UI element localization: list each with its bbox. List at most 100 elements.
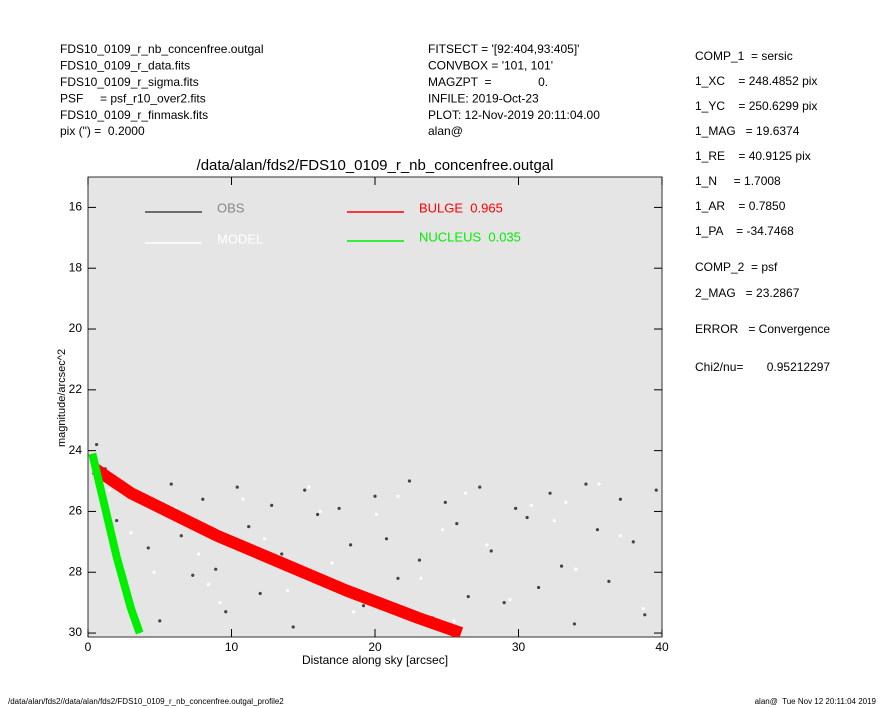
data-point xyxy=(152,570,156,574)
fit-parameter: 2_MAG = 23.2867 xyxy=(695,286,800,300)
data-point xyxy=(463,491,468,495)
fit-parameter: 1_XC = 248.4852 pix xyxy=(695,74,817,88)
data-point xyxy=(574,567,578,571)
data-point xyxy=(318,509,323,514)
data-point xyxy=(508,598,512,602)
data-point xyxy=(607,579,611,583)
x-tick-label: 40 xyxy=(655,640,669,654)
data-point xyxy=(214,567,218,571)
data-point xyxy=(572,622,577,626)
data-point xyxy=(373,494,377,498)
data-point xyxy=(641,607,645,611)
data-point xyxy=(396,494,400,498)
data-point xyxy=(247,525,251,529)
data-point xyxy=(303,488,307,492)
data-point xyxy=(595,528,600,532)
fit-parameter: COMP_2 = psf xyxy=(695,260,778,274)
header-line: pix (") = 0.2000 xyxy=(60,124,145,138)
data-point xyxy=(552,518,556,523)
data-point xyxy=(349,543,353,547)
header-line: alan@ xyxy=(428,124,463,138)
data-point xyxy=(502,601,506,605)
x-tick-label: 0 xyxy=(85,640,92,654)
y-tick-label: 16 xyxy=(69,200,83,214)
legend-label: NUCLEUS 0.035 xyxy=(419,229,521,244)
fit-parameter: Chi2/nu= 0.95212297 xyxy=(695,360,830,374)
y-tick-label: 30 xyxy=(69,625,83,639)
data-point xyxy=(548,491,552,495)
data-point xyxy=(525,515,529,520)
header-line: FITSECT = '[92:404,93:405]' xyxy=(428,42,579,56)
data-point xyxy=(115,518,119,523)
y-tick-label: 26 xyxy=(69,504,83,518)
fit-parameter: 1_PA = -34.7468 xyxy=(695,224,794,238)
data-point xyxy=(455,521,459,526)
data-point xyxy=(407,479,412,483)
fit-parameter: 1_MAG = 19.6374 xyxy=(695,124,800,138)
data-point xyxy=(270,503,274,507)
data-point xyxy=(564,500,568,504)
data-point xyxy=(196,552,201,556)
header-line: PLOT: 12-Nov-2019 20:11:04.00 xyxy=(428,108,600,122)
data-point xyxy=(224,610,228,614)
header-line: FDS10_0109_r_data.fits xyxy=(60,59,190,73)
legend-label: OBS xyxy=(217,200,245,215)
data-point xyxy=(201,497,205,501)
legend-label: MODEL xyxy=(217,231,263,246)
fit-parameter: 1_N = 1.7008 xyxy=(695,174,781,188)
data-point xyxy=(440,528,445,532)
x-tick-label: 30 xyxy=(512,640,526,654)
data-point xyxy=(218,601,222,605)
data-point xyxy=(584,482,588,486)
header-line: INFILE: 2019-Oct-23 xyxy=(428,91,539,105)
data-point xyxy=(129,531,133,535)
data-point xyxy=(443,500,447,504)
plot-area xyxy=(87,176,663,638)
data-point xyxy=(330,561,334,565)
plot-marks xyxy=(88,442,658,637)
footer-right: alan@ Tue Nov 12 20:11:04 2019 xyxy=(755,697,877,706)
data-point xyxy=(654,488,658,492)
profile-band xyxy=(88,452,144,635)
fit-parameter: 1_YC = 250.6299 pix xyxy=(695,99,817,113)
header-line: MAGZPT = 0. xyxy=(428,75,548,89)
chart-title: /data/alan/fds2/FDS10_0109_r_nb_concenfr… xyxy=(197,157,554,174)
data-point xyxy=(419,576,423,580)
data-point xyxy=(285,588,290,593)
data-point xyxy=(529,503,534,507)
data-point xyxy=(280,552,284,556)
footer-left: /data/alan/fds2//data/alan/fds2/FDS10_01… xyxy=(8,697,284,706)
fit-parameter: COMP_1 = sersic xyxy=(695,49,793,63)
data-point xyxy=(417,558,422,562)
data-point xyxy=(466,594,470,599)
data-point xyxy=(206,582,211,587)
data-point xyxy=(361,604,366,608)
x-tick-label: 20 xyxy=(368,640,382,654)
data-point xyxy=(235,485,239,489)
header-line: FDS10_0109_r_finmask.fits xyxy=(60,108,208,122)
header-line: FDS10_0109_r_sigma.fits xyxy=(60,75,199,89)
profile-band xyxy=(91,463,464,637)
data-point xyxy=(618,497,622,501)
data-point xyxy=(478,485,482,489)
data-point xyxy=(618,534,622,538)
data-point xyxy=(374,512,379,517)
data-point xyxy=(597,482,601,486)
data-point xyxy=(169,482,173,486)
data-point xyxy=(452,619,456,623)
data-point xyxy=(631,540,635,544)
x-axis-label: Distance along sky [arcsec] xyxy=(302,653,448,667)
fit-parameter: 1_RE = 40.9125 pix xyxy=(695,149,811,163)
y-axis-label: magnitude/arcsec^2 xyxy=(56,349,68,447)
y-tick-label: 18 xyxy=(69,260,83,274)
data-point xyxy=(146,546,150,550)
y-tick-label: 28 xyxy=(69,564,83,578)
data-point xyxy=(262,537,267,541)
y-tick-label: 20 xyxy=(69,321,83,335)
data-point xyxy=(179,534,183,538)
data-point xyxy=(485,543,489,547)
data-point xyxy=(396,576,400,580)
data-point xyxy=(489,549,493,553)
data-point xyxy=(536,585,541,590)
